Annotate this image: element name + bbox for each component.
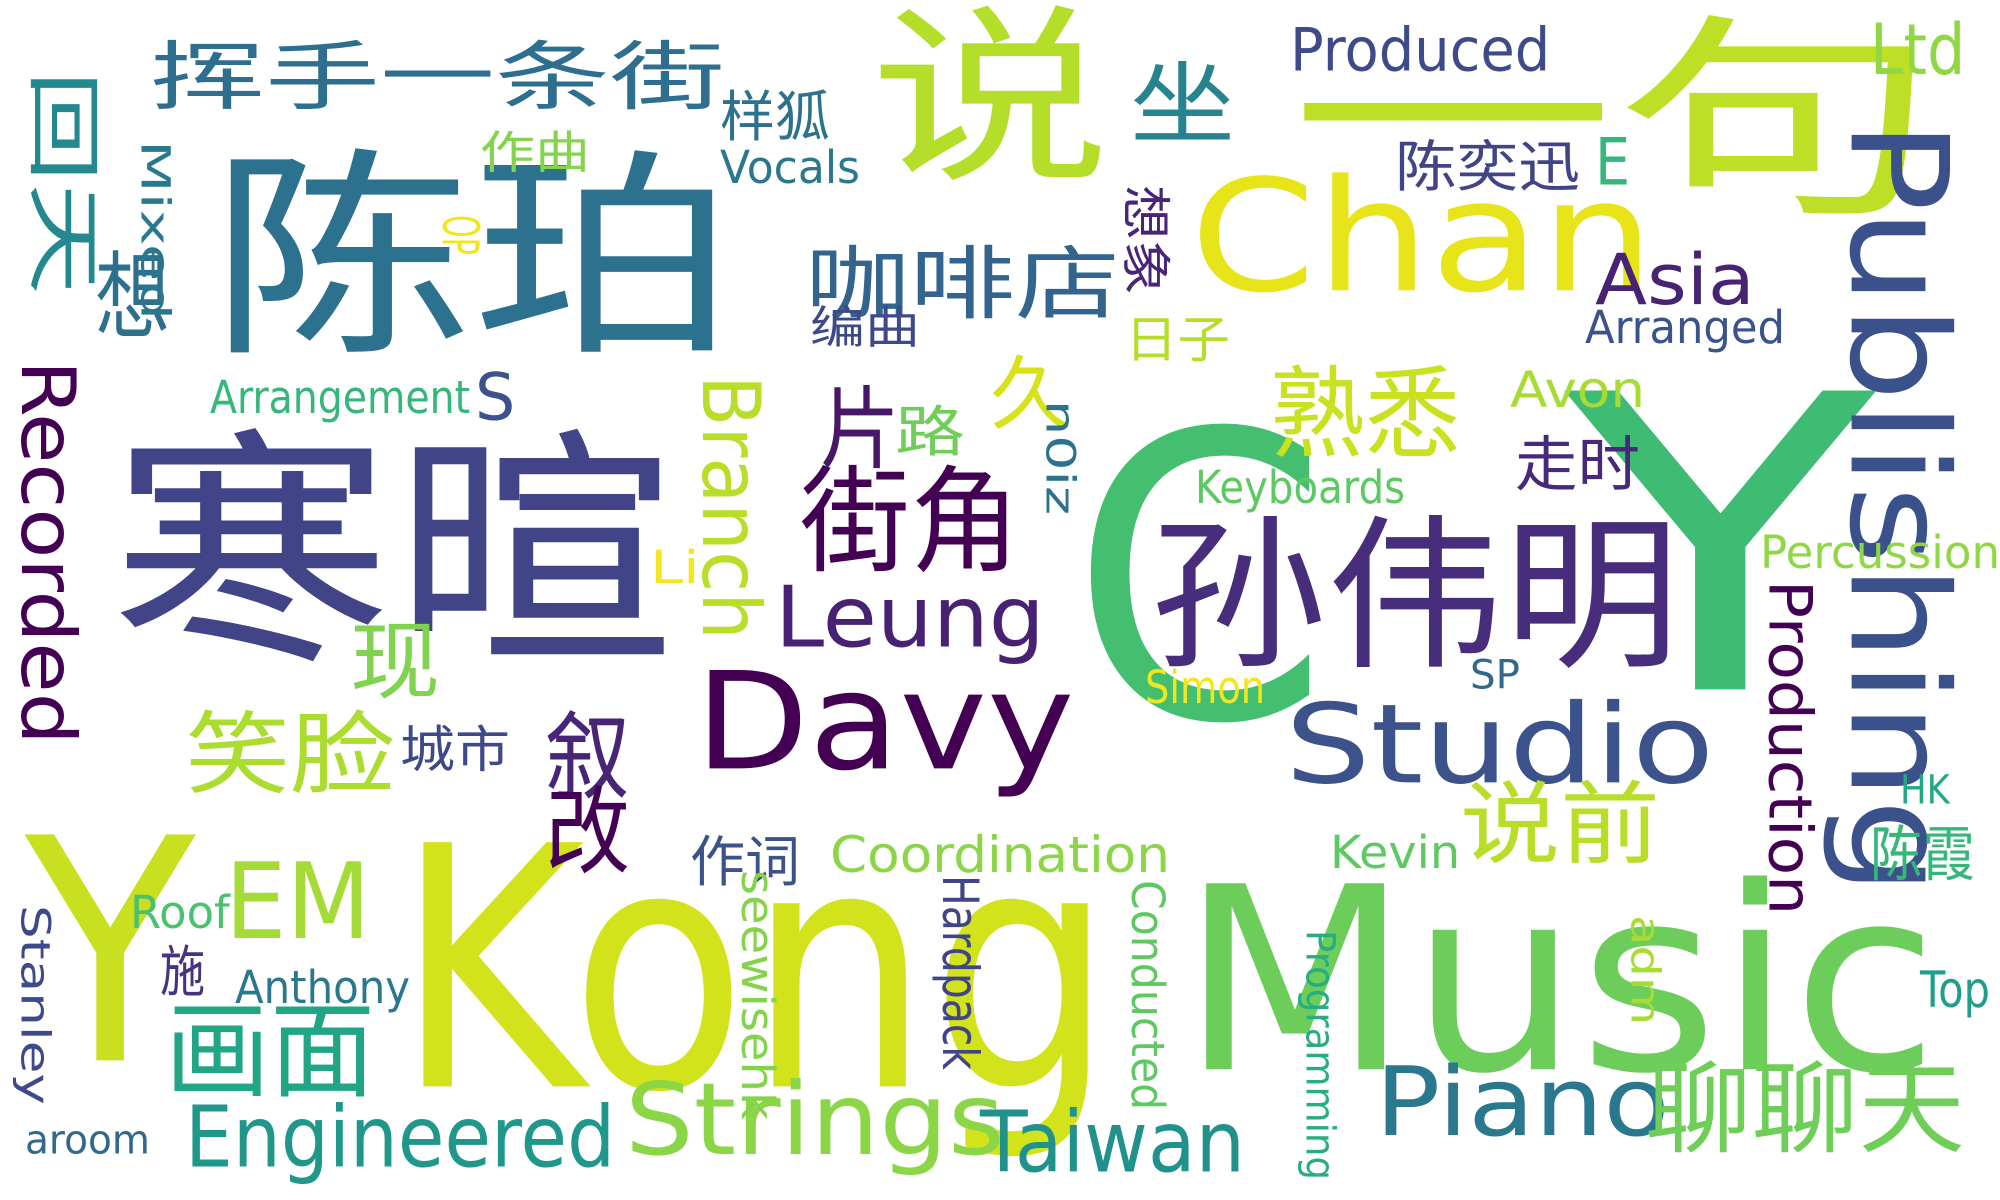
word-asia: Asia [1595, 238, 1755, 321]
word-leung: Leung [775, 567, 1045, 667]
word-conducted: Conducted [1121, 880, 1175, 1111]
word-s: S [475, 359, 516, 436]
word-top: Top [1920, 960, 1990, 1019]
word-strings: Strings [625, 1061, 1005, 1178]
word-kevin: Kevin [1330, 825, 1461, 879]
word-recorded: Recorded [4, 360, 92, 745]
word-shuxi: 熟悉 [1270, 356, 1460, 473]
word-production: Production [1755, 580, 1826, 916]
word-hanxuan: 寒暄 [110, 407, 675, 700]
word-sp: SP [1470, 651, 1520, 699]
word-shuoqian: 说前 [1460, 771, 1660, 878]
word-produced: Produced [1290, 14, 1551, 85]
word-jiu: 久 [990, 347, 1070, 442]
word-e: E [1595, 124, 1631, 201]
word-y-right: Y [1565, 308, 1876, 788]
word-adm: adm [1621, 915, 1669, 1026]
word-mixed: Mixed [131, 140, 179, 321]
word-em: EM [225, 840, 371, 964]
word-seewisehk: seewisehk [731, 870, 785, 1120]
word-lu: 路 [895, 400, 965, 465]
word-xian: 现 [350, 612, 440, 712]
word-pian: 片 [820, 376, 900, 483]
word-zuoqu: 作曲 [480, 125, 590, 179]
word-roof: Roof [130, 885, 230, 939]
word-chenxia: 陈霞 [1870, 819, 1975, 890]
word-gai: 改 [545, 776, 630, 888]
word-davy: Davy [695, 642, 1075, 801]
word-xu: 叙 [545, 701, 630, 813]
word-huitian: 回天 [19, 70, 107, 295]
word-y-left: Y [25, 772, 196, 1135]
word-ltd: Ltd [1870, 8, 1966, 91]
word-huishou: 挥手一条街 [150, 33, 725, 121]
word-avon: Avon [1510, 360, 1646, 419]
word-music: Music [1180, 832, 1939, 1131]
word-programming: Programming [1296, 930, 1344, 1180]
word-stanley: Stanley [11, 905, 59, 1105]
word-shuo: 说 [870, 0, 1110, 211]
word-coordination: Coordination [830, 825, 1171, 884]
word-li: Li [650, 540, 700, 594]
word-chan: Chan [1190, 146, 1655, 328]
word-chengshi: 城市 [400, 720, 510, 779]
word-taiwan: Taiwan [980, 1092, 1246, 1192]
word-bianqu: 编曲 [810, 300, 920, 354]
word-kafeidian: 咖啡店 [805, 237, 1120, 332]
word-hardpack: Hardpack [931, 875, 990, 1070]
word-n0iz: n0iz [1036, 400, 1084, 516]
word-zuoci: 作词 [690, 830, 800, 895]
word-aroom: aroom [25, 1116, 150, 1164]
word-kong: Kong [395, 774, 1114, 1167]
word-zuo: 坐 [1130, 51, 1235, 158]
word-xiaolian: 笑脸 [185, 701, 395, 808]
word-vocals: Vocals [720, 140, 860, 194]
word-hk: HK [1900, 766, 1950, 814]
word-op: OP [431, 215, 490, 256]
word-engineered: Engineered [185, 1087, 616, 1187]
word-c-large: C [1070, 349, 1330, 812]
word-keyboards: Keyboards [1195, 460, 1406, 514]
word-piano: Piano [1375, 1046, 1670, 1158]
word-rizi: 日子 [1125, 310, 1230, 369]
word-yanghu: 样狐 [720, 85, 830, 150]
word-huamian: 画面 [165, 990, 375, 1114]
word-simon: Simon [1145, 660, 1266, 714]
word-chenpo: 陈珀 [210, 130, 735, 388]
word-anthony: Anthony [235, 960, 411, 1014]
word-xiangxiang: 想象 [1116, 185, 1175, 295]
word-studio: Studio [1285, 680, 1715, 809]
word-arranged: Arranged [1585, 300, 1786, 354]
word-xiang: 想 [95, 241, 170, 353]
word-shi: 施 [160, 940, 205, 1005]
word-liaoliaotian: 聊聊天 [1645, 1051, 1965, 1168]
word-sunweiming: 孙伟明 [1150, 500, 1680, 694]
word-branch: Branch [683, 375, 778, 640]
word-percussion: Percussion [1760, 525, 2000, 579]
word-zoushi: 走时 [1515, 429, 1640, 500]
word-jiejiao: 街角 [800, 454, 1020, 590]
word-yiju: 一句 [1290, 0, 1940, 248]
word-arrangement: Arrangement [210, 370, 471, 424]
word-chenyixun: 陈奕迅 [1395, 135, 1580, 200]
